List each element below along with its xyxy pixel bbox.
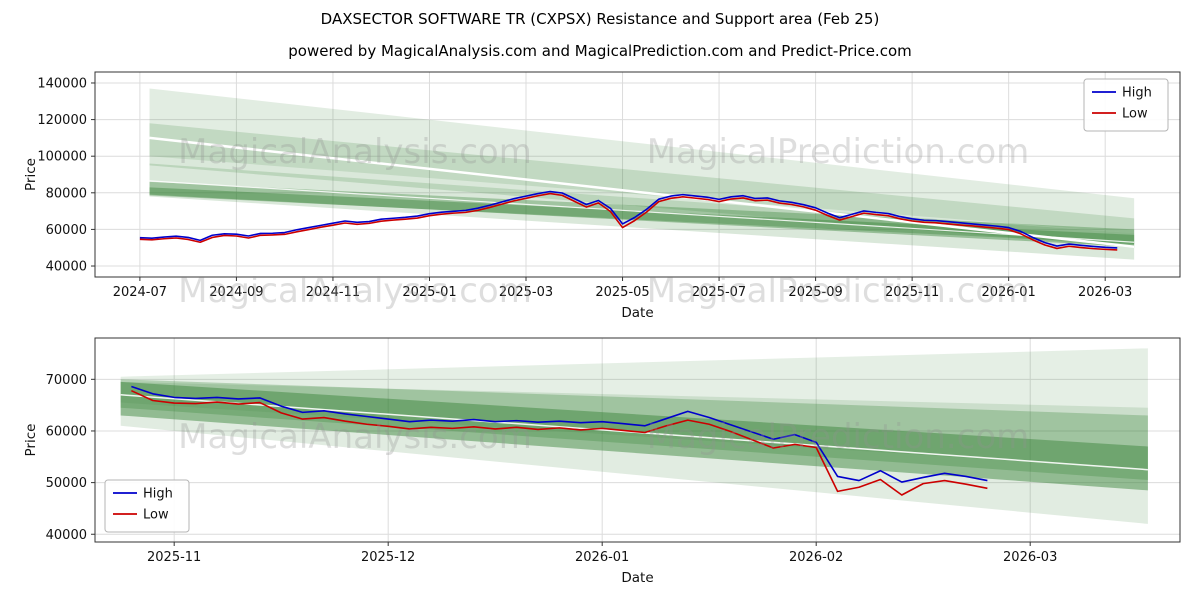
x-tick-label: 2024-07 (113, 285, 167, 300)
support-resistance-band (149, 187, 1135, 247)
y-tick-label: 140000 (37, 76, 87, 91)
legend-label-high: High (143, 487, 173, 502)
x-tick-label: 2025-11 (885, 285, 939, 300)
x-axis-label: Date (621, 305, 653, 321)
x-tick-label: 2025-09 (788, 285, 842, 300)
plot-frame (94, 71, 1181, 278)
x-tick-label: 2025-07 (692, 285, 746, 300)
y-axis-label: Price (23, 424, 39, 457)
y-tick-label: 60000 (46, 424, 87, 439)
resistance-support-chart-top: 2024-07 2024-09 2024-11 2025-01 2025-03 2025-… (0, 60, 1200, 330)
y-tick-label: 70000 (46, 373, 87, 388)
support-resistance-band (120, 348, 1148, 470)
x-axis-label: Date (621, 570, 653, 586)
x-tick-label: 2026-02 (789, 550, 843, 565)
page-title: DAXSECTOR SOFTWARE TR (CXPSX) Resistance… (320, 10, 880, 28)
series-line-low (131, 389, 988, 496)
x-tick-label: 2025-11 (147, 550, 201, 565)
trend-line (149, 136, 1135, 249)
legend-label-low: Low (1122, 107, 1148, 122)
y-tick-label: 40000 (46, 528, 87, 543)
plot-frame (94, 337, 1181, 543)
x-tick-label: 2026-03 (1078, 285, 1132, 300)
plot-svg: 2025-11 2025-12 2026-01 2026-02 2026-03 40000… (23, 337, 1181, 586)
legend-label-low: Low (143, 508, 169, 523)
y-tick-label: 40000 (46, 260, 87, 275)
x-tick-label: 2024-11 (306, 285, 360, 300)
legend-label-high: High (1122, 86, 1152, 101)
support-resistance-band (149, 88, 1135, 234)
series-line-high (131, 385, 988, 483)
x-tick-label: 2026-03 (1003, 550, 1057, 565)
page-subtitle: powered by MagicalAnalysis.com and Magic… (288, 42, 912, 60)
y-tick-label: 60000 (46, 223, 87, 238)
trend-line (149, 180, 1135, 243)
y-tick-label: 120000 (37, 113, 87, 128)
x-tick-label: 2024-09 (209, 285, 263, 300)
support-resistance-band (149, 123, 1135, 248)
plot-svg: 2024-07 2024-09 2024-11 2025-01 2025-03 2025-… (23, 71, 1181, 321)
series-line-low (139, 192, 1118, 251)
resistance-support-chart-bottom: 2025-11 2025-12 2026-01 2026-02 2026-03 40000… (0, 330, 1200, 600)
x-tick-label: 2026-01 (575, 550, 629, 565)
x-tick-label: 2026-01 (981, 285, 1035, 300)
x-tick-label: 2025-03 (499, 285, 553, 300)
y-axis-label: Price (23, 158, 39, 191)
series-line-high (139, 190, 1118, 249)
x-tick-label: 2025-01 (402, 285, 456, 300)
support-resistance-band (120, 379, 1148, 481)
x-tick-label: 2025-05 (595, 285, 649, 300)
x-tick-label: 2025-12 (361, 550, 415, 565)
y-tick-label: 50000 (46, 476, 87, 491)
support-resistance-band (120, 381, 1148, 491)
y-tick-label: 100000 (37, 150, 87, 165)
y-tick-label: 80000 (46, 186, 87, 201)
